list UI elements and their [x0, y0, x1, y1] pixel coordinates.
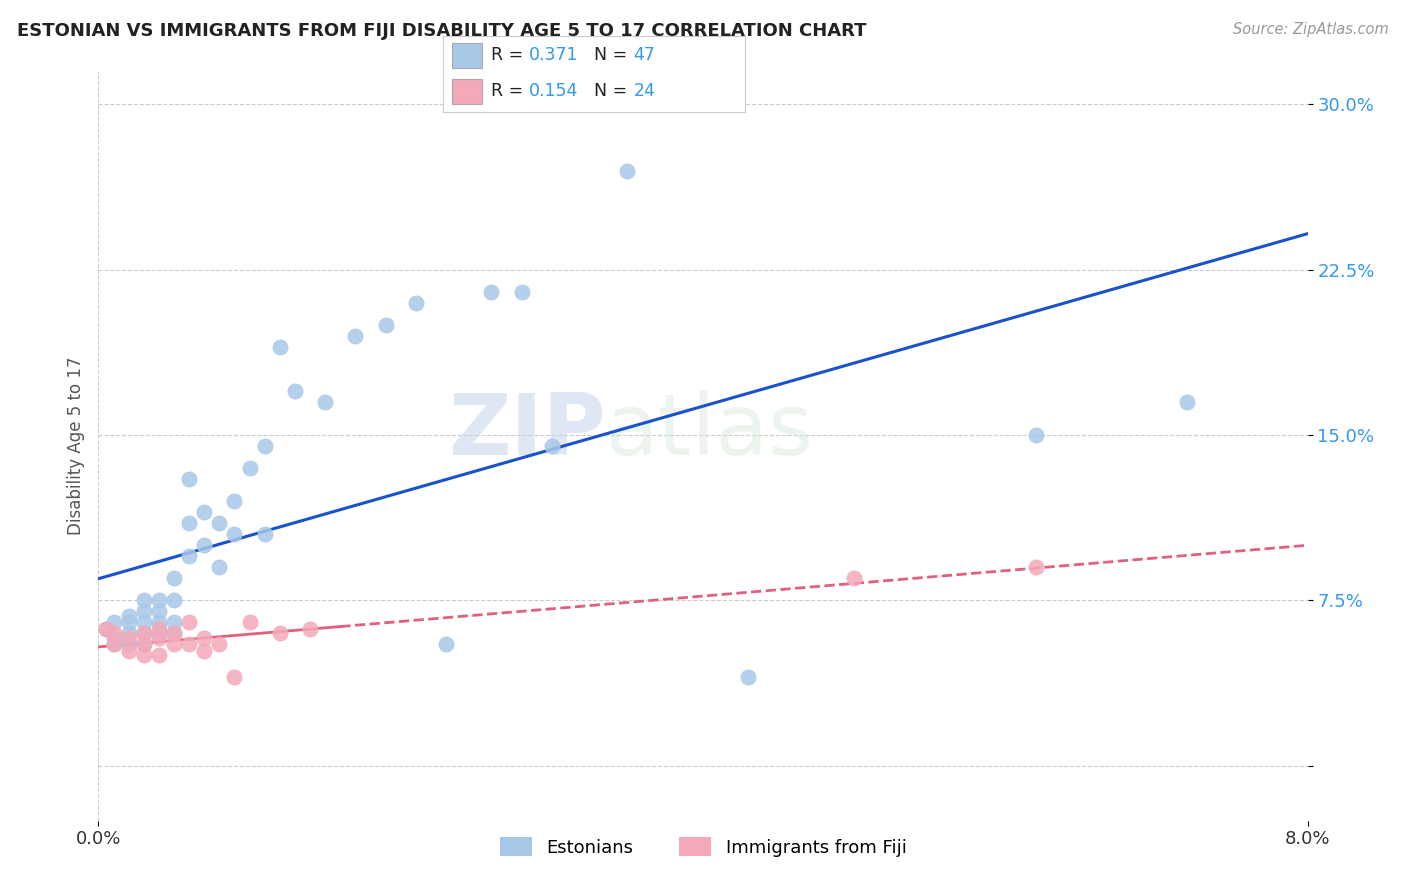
Point	[540, 439, 562, 453]
Text: ZIP: ZIP	[449, 390, 606, 473]
Point	[148, 615, 170, 630]
Point	[132, 637, 155, 651]
FancyBboxPatch shape	[451, 43, 482, 68]
Point	[148, 622, 170, 636]
Point	[208, 637, 231, 651]
Point	[269, 340, 291, 354]
Legend: Estonians, Immigrants from Fiji: Estonians, Immigrants from Fiji	[492, 830, 914, 864]
Point	[179, 615, 201, 630]
Point	[1175, 395, 1198, 409]
Point	[481, 285, 503, 299]
Point	[103, 615, 125, 630]
Point	[132, 615, 155, 630]
Point	[616, 163, 638, 178]
Point	[299, 622, 322, 636]
Point	[132, 593, 155, 607]
Point	[118, 615, 141, 630]
Point	[148, 593, 170, 607]
Text: 0.371: 0.371	[529, 46, 578, 64]
Point	[163, 626, 186, 640]
Point	[163, 615, 186, 630]
Y-axis label: Disability Age 5 to 17: Disability Age 5 to 17	[66, 357, 84, 535]
Text: Source: ZipAtlas.com: Source: ZipAtlas.com	[1233, 22, 1389, 37]
Point	[163, 637, 186, 651]
Point	[148, 631, 170, 645]
Text: N =: N =	[595, 82, 633, 101]
Point	[405, 295, 427, 310]
Point	[253, 527, 276, 541]
Point	[94, 622, 117, 636]
Point	[344, 328, 367, 343]
Point	[434, 637, 457, 651]
Point	[103, 637, 125, 651]
Point	[163, 571, 186, 585]
Text: ESTONIAN VS IMMIGRANTS FROM FIJI DISABILITY AGE 5 TO 17 CORRELATION CHART: ESTONIAN VS IMMIGRANTS FROM FIJI DISABIL…	[17, 22, 866, 40]
Point	[239, 461, 262, 475]
Point	[132, 604, 155, 618]
FancyBboxPatch shape	[451, 78, 482, 104]
Point	[179, 472, 201, 486]
Text: 47: 47	[633, 46, 655, 64]
Point	[118, 631, 141, 645]
Point	[1025, 428, 1047, 442]
Point	[179, 637, 201, 651]
Text: atlas: atlas	[606, 390, 814, 473]
Point	[314, 395, 336, 409]
Point	[844, 571, 866, 585]
Point	[193, 538, 215, 552]
Text: 24: 24	[633, 82, 655, 101]
Point	[103, 637, 125, 651]
Point	[193, 505, 215, 519]
Text: N =: N =	[595, 46, 633, 64]
Point	[148, 604, 170, 618]
Point	[118, 626, 141, 640]
Text: R =: R =	[491, 82, 529, 101]
Point	[118, 608, 141, 623]
Point	[737, 670, 759, 684]
Point	[374, 318, 396, 332]
Point	[179, 549, 201, 564]
Point	[208, 516, 231, 530]
Point	[224, 494, 246, 508]
Point	[148, 648, 170, 663]
Point	[1025, 560, 1047, 574]
Point	[163, 593, 186, 607]
Point	[148, 626, 170, 640]
Point	[132, 637, 155, 651]
Point	[103, 631, 125, 645]
Point	[510, 285, 533, 299]
Point	[208, 560, 231, 574]
Point	[118, 637, 141, 651]
Point	[284, 384, 307, 398]
Point	[132, 648, 155, 663]
Point	[163, 626, 186, 640]
Point	[103, 626, 125, 640]
Point	[179, 516, 201, 530]
Point	[132, 626, 155, 640]
Point	[132, 626, 155, 640]
Point	[224, 527, 246, 541]
Point	[269, 626, 291, 640]
Point	[94, 622, 117, 636]
Point	[193, 644, 215, 658]
Point	[224, 670, 246, 684]
Point	[193, 631, 215, 645]
Text: 0.154: 0.154	[529, 82, 578, 101]
Point	[239, 615, 262, 630]
Text: R =: R =	[491, 46, 529, 64]
Point	[118, 644, 141, 658]
Point	[253, 439, 276, 453]
